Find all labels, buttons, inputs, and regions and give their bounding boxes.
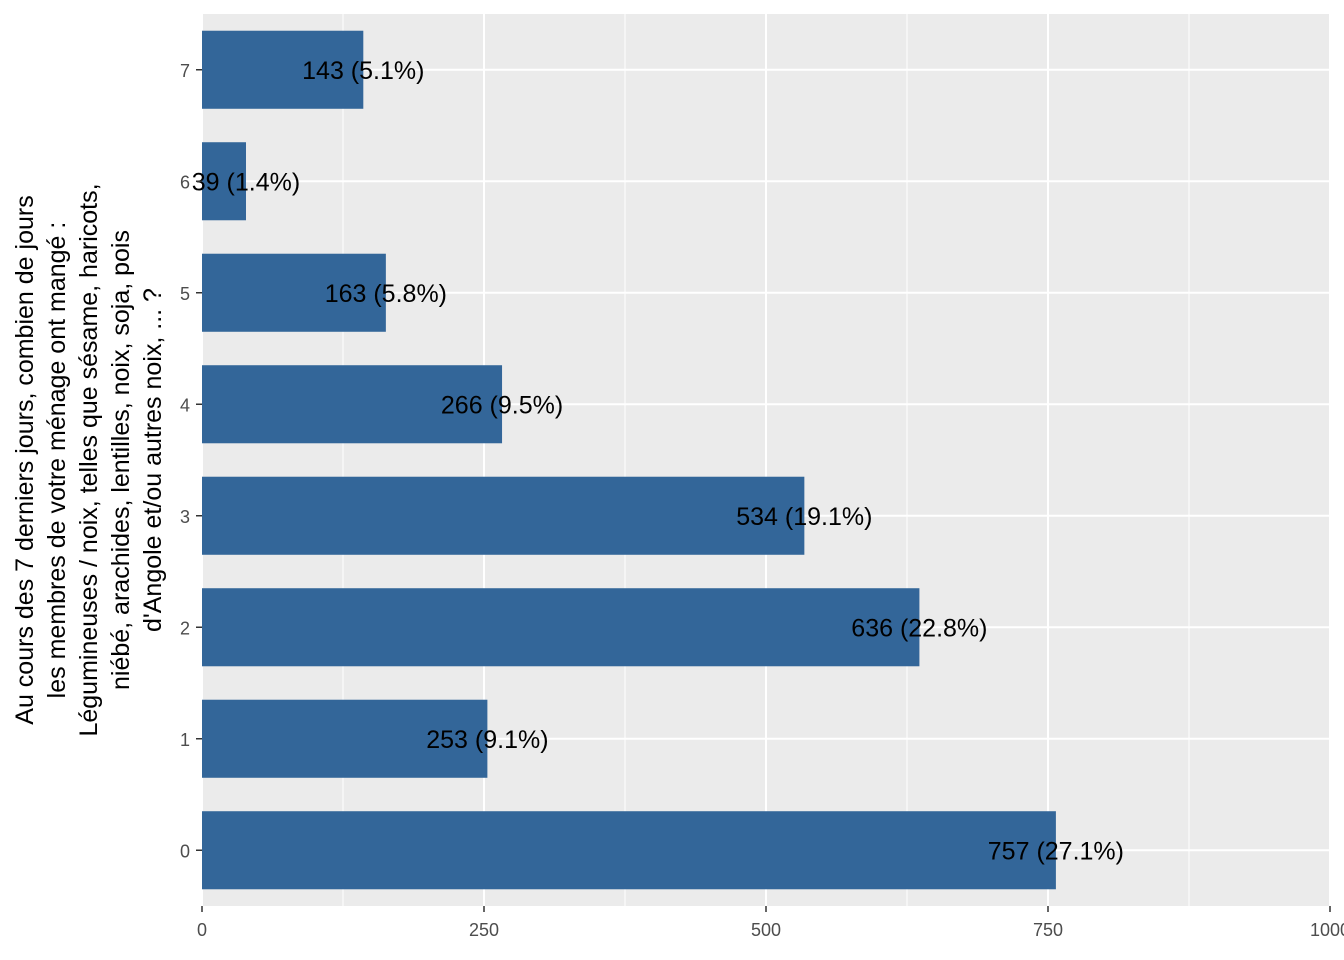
y-tick-label: 7: [180, 61, 190, 81]
x-tick-label: 500: [751, 920, 781, 940]
y-tick-label: 6: [180, 172, 190, 192]
bar-5: [202, 253, 386, 332]
y-axis-title-line: d'Angole et/ou autres noix, ... ?: [139, 288, 167, 632]
y-tick-label: 1: [180, 730, 190, 750]
y-tick-label: 5: [180, 284, 190, 304]
y-axis-title: Au cours des 7 derniers jours, combien d…: [11, 183, 167, 736]
y-tick-label: 0: [180, 841, 190, 861]
bar-7: [202, 30, 364, 109]
bars: [202, 30, 1056, 890]
y-axis-title-line: niébé, arachides, lentilles, noix, soja,…: [107, 230, 135, 690]
y-axis: 0 1 2 3 4 5 6 7: [180, 61, 202, 861]
data-label-4: 266 (9.5%): [441, 391, 563, 419]
bar-4: [202, 365, 503, 444]
bar-0: [202, 811, 1056, 890]
x-tick-label: 250: [469, 920, 499, 940]
data-label-3: 534 (19.1%): [736, 503, 872, 531]
y-axis-title-line: Légumineuses / noix, telles que sésame, …: [75, 183, 103, 736]
y-tick-label: 3: [180, 507, 190, 527]
data-label-1: 253 (9.1%): [426, 726, 548, 754]
y-tick-label: 4: [180, 395, 190, 415]
x-tick-label: 0: [197, 920, 207, 940]
data-labels: 757 (27.1%) 253 (9.1%) 636 (22.8%) 534 (19.…: [192, 57, 1124, 866]
y-axis-title-line: les membres de votre ménage ont mangé :: [43, 222, 71, 699]
bar-3: [202, 476, 805, 555]
bar-1: [202, 699, 488, 778]
y-axis-title-line: Au cours des 7 derniers jours, combien d…: [11, 195, 39, 724]
bar-6: [202, 142, 246, 221]
data-label-2: 636 (22.8%): [851, 614, 987, 642]
bar-2: [202, 588, 920, 667]
data-label-0: 757 (27.1%): [988, 837, 1124, 865]
y-tick-label: 2: [180, 618, 190, 638]
x-tick-label: 750: [1033, 920, 1063, 940]
data-label-7: 143 (5.1%): [302, 57, 424, 85]
data-label-5: 163 (5.8%): [325, 280, 447, 308]
data-label-6: 39 (1.4%): [192, 168, 300, 196]
